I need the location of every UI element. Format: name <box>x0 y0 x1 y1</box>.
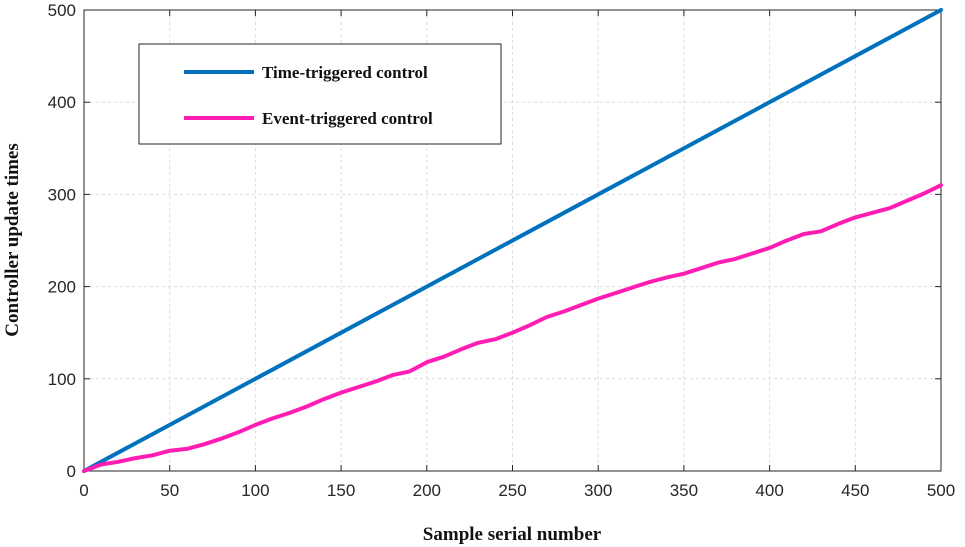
y-tick-label: 400 <box>48 93 76 112</box>
series-line-event-triggered <box>82 183 943 473</box>
y-tick-label: 100 <box>48 370 76 389</box>
x-tick-label: 350 <box>670 481 698 500</box>
y-tick-label: 500 <box>48 1 76 20</box>
x-tick-label: 250 <box>498 481 526 500</box>
legend: Time-triggered control Event-triggered c… <box>138 43 502 145</box>
x-tick-label: 450 <box>841 481 869 500</box>
x-tick-label: 100 <box>241 481 269 500</box>
x-tick-label: 300 <box>584 481 612 500</box>
x-tick-label: 200 <box>413 481 441 500</box>
legend-label-event-triggered: Event-triggered control <box>262 109 433 128</box>
legend-label-time-triggered: Time-triggered control <box>262 63 428 82</box>
x-tick-label: 50 <box>160 481 179 500</box>
grid <box>84 10 941 471</box>
x-axis-title: Sample serial number <box>423 524 602 545</box>
x-tick-label: 500 <box>927 481 955 500</box>
y-tick-label: 200 <box>48 278 76 297</box>
y-axis-title: Controller update times <box>2 143 23 337</box>
x-tick-label: 400 <box>755 481 783 500</box>
series-line-time-triggered <box>82 8 943 473</box>
axis-ticks: 0 50 100 150 200 250 300 350 400 450 500 0 100 200 300… <box>48 1 956 500</box>
y-tick-label: 0 <box>67 462 76 481</box>
legend-box <box>138 43 502 145</box>
y-tick-label: 300 <box>48 185 76 204</box>
x-tick-label: 150 <box>327 481 355 500</box>
series-lines <box>82 8 943 473</box>
x-tick-label: 0 <box>79 481 88 500</box>
